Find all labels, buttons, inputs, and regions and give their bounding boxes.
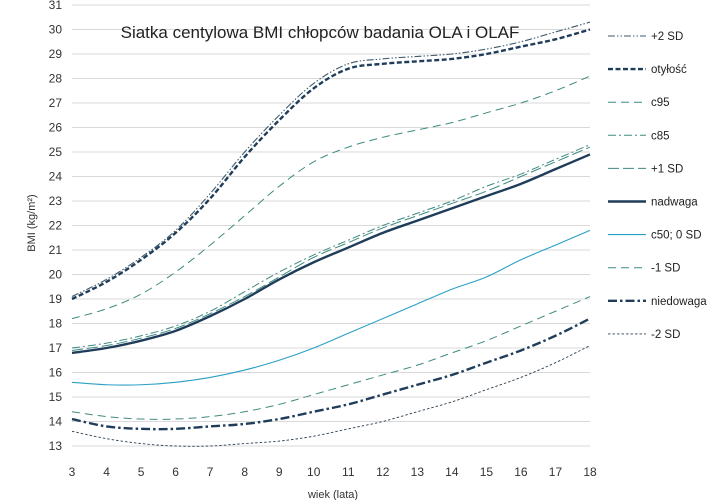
y-tick-label: 28 xyxy=(49,72,63,86)
x-tick-label: 15 xyxy=(480,465,494,479)
x-tick-label: 14 xyxy=(445,465,459,479)
y-tick-labels: 13 14 15 16 17 18 19 20 21 22 23 24 25 26 27 28 29 30 31 xyxy=(49,0,63,453)
y-tick-label: 26 xyxy=(49,121,63,135)
grid-lines xyxy=(72,4,590,447)
legend-label: +2 SD xyxy=(651,31,683,43)
legend-label: niedowaga xyxy=(651,296,707,308)
y-tick-label: 18 xyxy=(49,317,63,331)
y-tick-label: 24 xyxy=(49,170,63,184)
series-lines xyxy=(71,21,591,447)
series-line--1-sd xyxy=(71,146,591,351)
x-tick-label: 7 xyxy=(207,465,214,479)
y-tick-label: 14 xyxy=(49,415,63,429)
x-tick-label: 10 xyxy=(307,465,321,479)
y-tick-label: 21 xyxy=(49,243,63,257)
x-tick-label: 4 xyxy=(103,465,110,479)
y-tick-label: 17 xyxy=(49,341,63,355)
y-tick-label: 31 xyxy=(49,0,63,12)
x-tick-label: 5 xyxy=(138,465,145,479)
y-tick-label: 16 xyxy=(49,366,63,380)
legend-label: -1 SD xyxy=(651,263,680,275)
y-tick-label: 20 xyxy=(49,268,63,282)
y-tick-label: 23 xyxy=(49,194,63,208)
legend-label: +1 SD xyxy=(651,163,683,175)
series-line-c85 xyxy=(71,144,591,349)
chart-title: Siatka centylowa BMI chłopców badania OL… xyxy=(121,23,520,42)
x-axis-label: wiek (lata) xyxy=(307,489,358,500)
x-tick-label: 11 xyxy=(342,465,355,479)
series-line-c50-0-sd xyxy=(71,229,591,386)
legend-label: c95 xyxy=(651,97,670,109)
legend-label: c85 xyxy=(651,130,670,142)
legend-label: c50; 0 SD xyxy=(651,230,702,242)
series-line-c95 xyxy=(71,75,591,320)
x-tick-label: 12 xyxy=(376,465,390,479)
x-tick-labels: 3 4 5 6 7 8 9 10 11 12 13 14 15 16 17 18 xyxy=(69,465,597,479)
x-tick-label: 16 xyxy=(514,465,528,479)
series-line-oty-o- xyxy=(71,28,591,301)
y-axis-label: BMI (kg/m²) xyxy=(26,194,38,251)
x-tick-label: 6 xyxy=(172,465,179,479)
y-tick-label: 27 xyxy=(49,96,63,110)
series-line-nadwaga xyxy=(71,153,591,355)
x-tick-label: 18 xyxy=(583,465,597,479)
series-line--2-sd xyxy=(71,21,591,298)
x-tick-label: 3 xyxy=(69,465,76,479)
legend: +2 SD otyłość c95 c85 +1 SD nadwaga c50; 0 SD -… xyxy=(608,31,707,341)
x-tick-label: 17 xyxy=(549,465,563,479)
x-tick-label: 8 xyxy=(241,465,248,479)
y-tick-label: 30 xyxy=(49,23,63,37)
y-tick-label: 29 xyxy=(49,47,63,61)
series-line-niedowaga xyxy=(71,317,591,431)
y-tick-label: 15 xyxy=(49,390,63,404)
y-tick-label: 13 xyxy=(49,439,63,453)
legend-label: -2 SD xyxy=(651,329,680,341)
x-tick-label: 13 xyxy=(411,465,425,479)
legend-label: otyłość xyxy=(651,64,687,76)
legend-label: nadwaga xyxy=(651,197,698,209)
y-tick-label: 25 xyxy=(49,145,63,159)
series-line--2-sd xyxy=(71,345,591,447)
y-tick-label: 19 xyxy=(49,292,63,306)
series-line--1-sd xyxy=(71,296,591,420)
x-tick-label: 9 xyxy=(276,465,283,479)
y-tick-label: 22 xyxy=(49,219,63,233)
